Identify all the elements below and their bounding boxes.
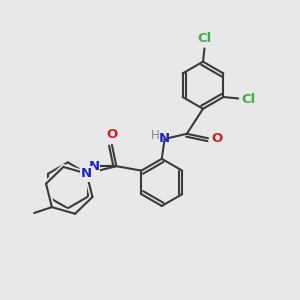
Text: N: N — [89, 160, 100, 173]
Text: Cl: Cl — [241, 93, 255, 106]
Text: N: N — [81, 167, 92, 180]
Text: N: N — [159, 132, 170, 145]
Text: O: O — [106, 128, 118, 141]
Text: Cl: Cl — [197, 32, 212, 46]
Text: O: O — [212, 132, 223, 145]
Text: H: H — [151, 129, 159, 142]
Text: N: N — [89, 160, 100, 173]
